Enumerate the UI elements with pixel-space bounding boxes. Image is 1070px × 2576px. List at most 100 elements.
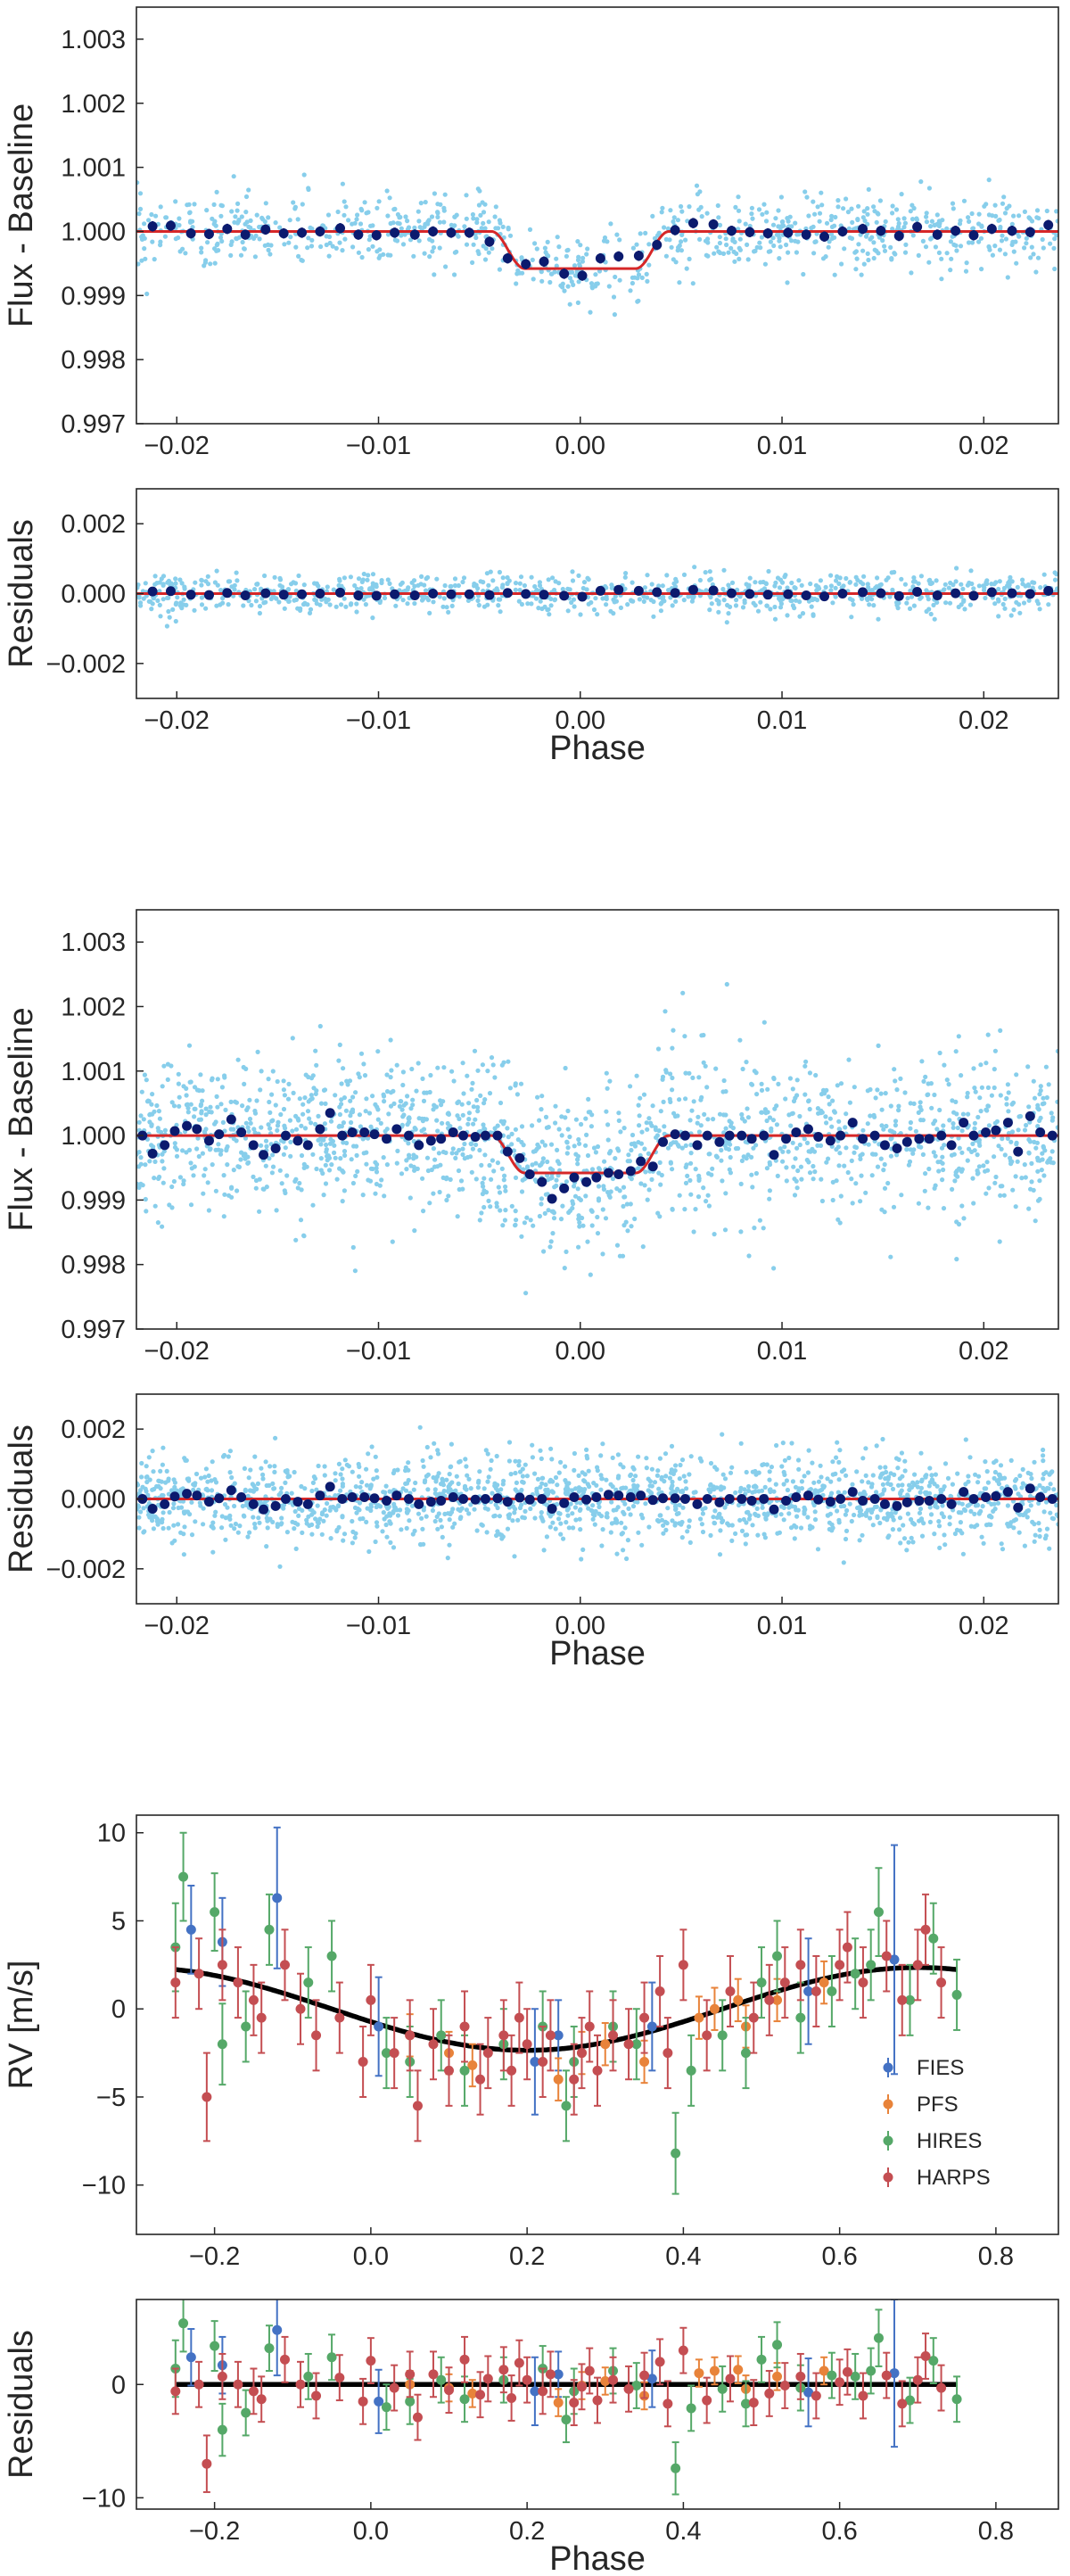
raw-point bbox=[292, 1508, 298, 1515]
raw-point bbox=[244, 1499, 250, 1505]
raw-point bbox=[243, 210, 249, 215]
raw-point bbox=[978, 235, 984, 241]
binned-point bbox=[670, 1129, 680, 1140]
raw-point bbox=[691, 1229, 696, 1234]
raw-point bbox=[961, 1216, 967, 1221]
raw-point bbox=[625, 1538, 631, 1543]
raw-point bbox=[158, 239, 163, 244]
raw-point bbox=[273, 1102, 278, 1108]
raw-point bbox=[776, 1081, 781, 1086]
raw-point bbox=[1024, 235, 1029, 241]
raw-point bbox=[865, 1121, 870, 1127]
raw-point bbox=[158, 1468, 163, 1474]
raw-point bbox=[923, 1074, 928, 1079]
raw-point bbox=[219, 238, 225, 244]
raw-point bbox=[575, 1161, 580, 1167]
raw-point bbox=[277, 1168, 283, 1173]
raw-point bbox=[1014, 1476, 1019, 1482]
raw-point bbox=[755, 1499, 761, 1505]
raw-point bbox=[813, 1072, 819, 1078]
binned-point bbox=[436, 1134, 447, 1144]
raw-point bbox=[982, 585, 987, 590]
raw-point bbox=[323, 1162, 328, 1168]
raw-point bbox=[965, 1158, 970, 1163]
raw-point bbox=[797, 614, 802, 619]
raw-point bbox=[187, 1512, 193, 1517]
raw-point bbox=[954, 566, 959, 571]
raw-point bbox=[626, 1152, 631, 1158]
raw-point bbox=[577, 1220, 582, 1226]
binned-point bbox=[502, 1146, 513, 1157]
raw-point bbox=[992, 244, 998, 249]
raw-point bbox=[438, 1517, 443, 1523]
raw-point bbox=[1033, 1145, 1039, 1151]
raw-point bbox=[998, 227, 1003, 232]
raw-point bbox=[812, 1488, 819, 1493]
raw-point bbox=[352, 1268, 358, 1274]
raw-point bbox=[787, 1076, 794, 1081]
raw-point bbox=[246, 1128, 251, 1134]
raw-point bbox=[293, 1127, 300, 1132]
raw-point bbox=[160, 1492, 165, 1499]
raw-point bbox=[268, 1110, 273, 1115]
raw-point bbox=[767, 1115, 773, 1120]
raw-point bbox=[947, 600, 953, 606]
raw-point bbox=[694, 183, 700, 188]
raw-point bbox=[147, 1159, 152, 1164]
raw-point bbox=[618, 605, 624, 611]
raw-point bbox=[781, 1482, 786, 1487]
raw-point bbox=[565, 1108, 571, 1114]
raw-point bbox=[786, 1112, 792, 1118]
raw-point bbox=[1000, 1136, 1005, 1142]
raw-point bbox=[1025, 1515, 1030, 1520]
raw-point bbox=[300, 202, 305, 207]
raw-point bbox=[987, 247, 992, 252]
raw-point bbox=[997, 217, 1002, 223]
raw-point bbox=[498, 1100, 504, 1106]
binned-point bbox=[484, 236, 495, 247]
raw-point bbox=[811, 224, 816, 229]
raw-point bbox=[733, 603, 739, 608]
raw-point bbox=[836, 581, 842, 587]
raw-point bbox=[432, 1518, 438, 1524]
raw-point bbox=[500, 1223, 506, 1228]
transit1_resid-panel: −0.02 −0.01 0.00 0.01 0.02−0.0020.0000.002Re… bbox=[3, 488, 1059, 767]
raw-point bbox=[881, 1127, 886, 1132]
raw-point bbox=[462, 1141, 467, 1147]
raw-point bbox=[343, 204, 349, 210]
raw-point bbox=[546, 1208, 551, 1213]
raw-point bbox=[946, 1082, 951, 1087]
raw-point bbox=[688, 1143, 694, 1148]
raw-point bbox=[615, 1475, 621, 1481]
raw-point bbox=[198, 1475, 204, 1481]
raw-point bbox=[357, 1464, 362, 1470]
raw-point bbox=[1009, 1102, 1015, 1107]
raw-point bbox=[604, 594, 609, 599]
raw-point bbox=[975, 1480, 981, 1485]
y-tick-label: 0.999 bbox=[61, 282, 126, 310]
raw-point bbox=[1050, 1160, 1056, 1166]
raw-point bbox=[367, 234, 373, 239]
raw-point bbox=[909, 1535, 914, 1540]
raw-point bbox=[491, 1168, 497, 1174]
raw-point bbox=[805, 1515, 811, 1520]
raw-point bbox=[639, 1542, 645, 1548]
raw-point bbox=[879, 1207, 885, 1212]
raw-point bbox=[642, 1183, 647, 1188]
binned-point bbox=[679, 1130, 690, 1141]
raw-point bbox=[670, 1518, 675, 1523]
raw-point bbox=[672, 584, 679, 590]
raw-point bbox=[819, 190, 824, 195]
raw-point bbox=[728, 1470, 734, 1475]
raw-point bbox=[979, 1534, 984, 1540]
raw-point bbox=[801, 271, 806, 277]
raw-point bbox=[663, 1009, 668, 1014]
raw-point bbox=[160, 1510, 166, 1515]
raw-point bbox=[836, 1127, 842, 1132]
raw-point bbox=[350, 1244, 356, 1251]
raw-point bbox=[911, 575, 917, 581]
raw-point bbox=[983, 1459, 988, 1465]
raw-point bbox=[340, 181, 345, 186]
raw-point bbox=[1005, 1135, 1010, 1141]
raw-point bbox=[181, 1178, 186, 1184]
